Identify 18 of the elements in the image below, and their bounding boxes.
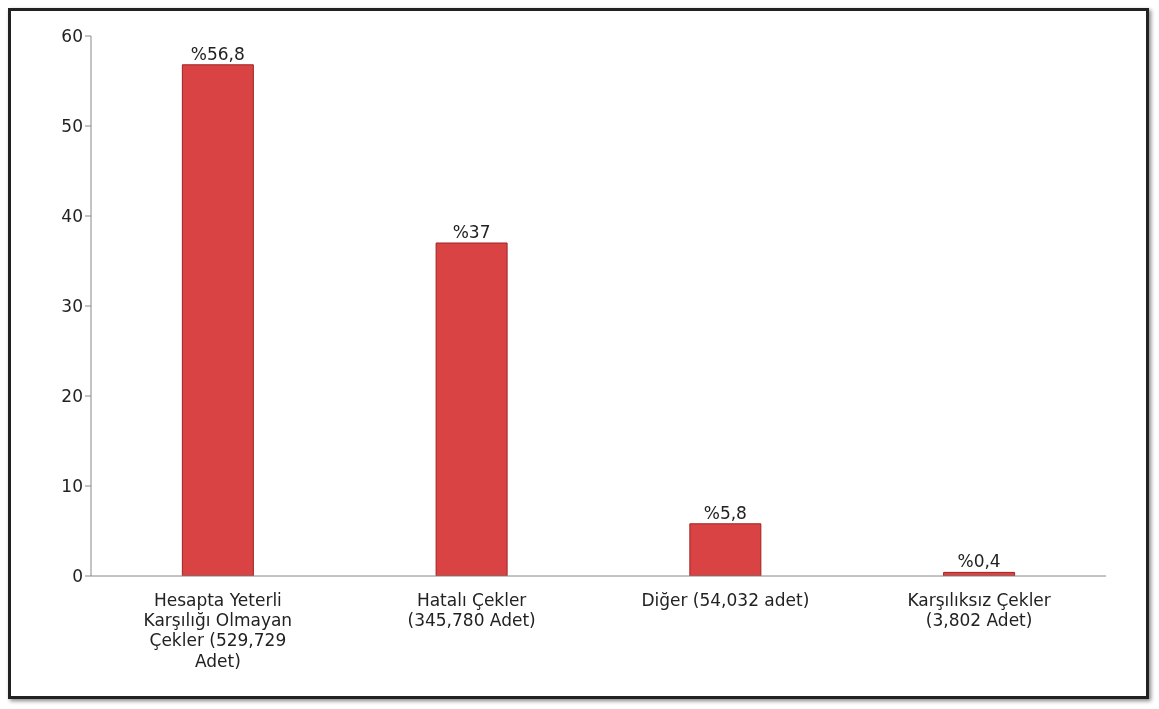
y-tick-label: 0 xyxy=(72,566,83,587)
data-label: %0,4 xyxy=(957,551,1001,572)
y-tick-label: 50 xyxy=(61,116,83,137)
x-tick-label: Karşılıksız Çekler (3,802 Adet) xyxy=(907,589,1051,630)
y-tick-label: 10 xyxy=(61,476,83,497)
bar xyxy=(435,242,508,576)
x-tick-label: Hatalı Çekler (345,780 Adet) xyxy=(407,589,536,630)
y-tick-label: 20 xyxy=(61,386,83,407)
y-tick-label: 60 xyxy=(61,26,83,47)
data-label: %56,8 xyxy=(190,43,245,64)
bar xyxy=(689,523,762,576)
y-tick-label: 30 xyxy=(61,296,83,317)
y-tick-label: 40 xyxy=(61,206,83,227)
data-label: %5,8 xyxy=(703,502,747,523)
bar xyxy=(181,64,254,576)
data-label: %37 xyxy=(452,222,491,242)
x-tick-label: Hesapta Yeterli Karşılığı Olmayan Çekler (529,729 Adet) xyxy=(143,589,293,671)
x-tick-label: Diğer (54,032 adet) xyxy=(641,589,810,610)
